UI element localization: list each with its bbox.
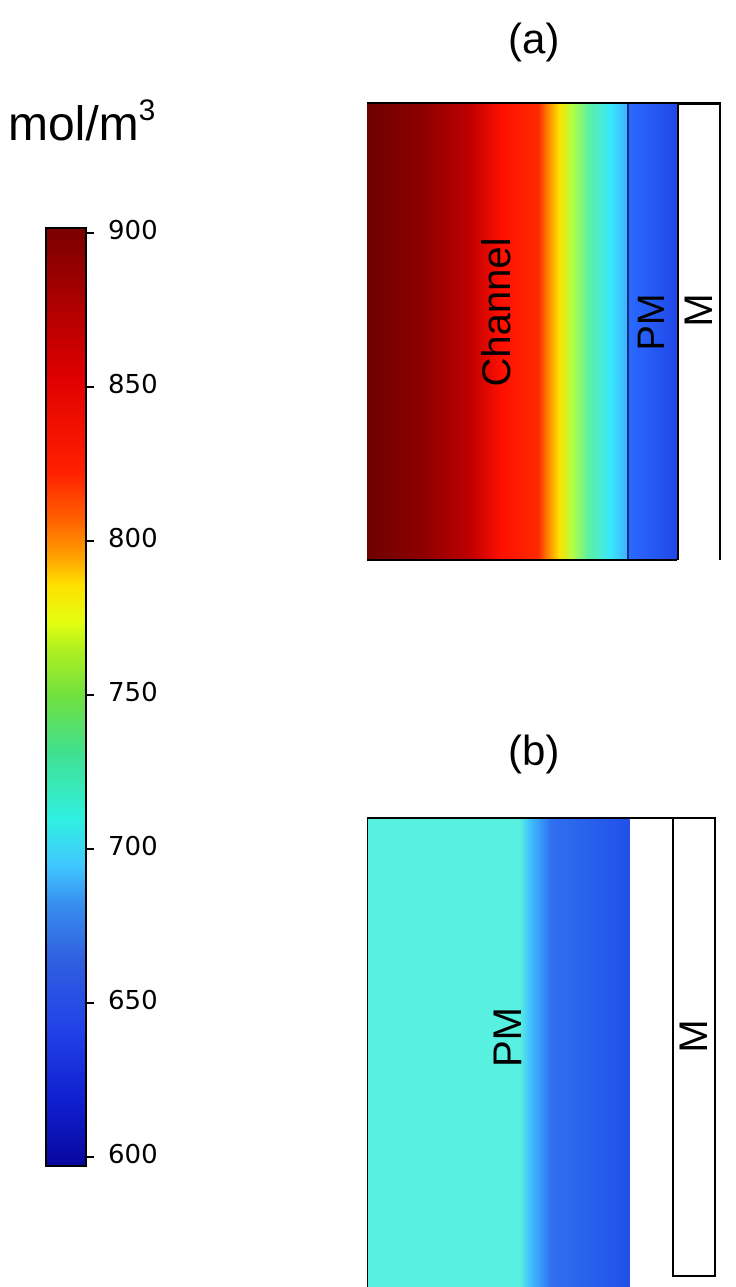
colorbar-tick xyxy=(86,694,94,696)
colorbar-tick-label: 600 xyxy=(108,1140,158,1170)
colorbar-tick xyxy=(86,386,94,388)
unit-exponent: 3 xyxy=(138,94,156,127)
colorbar-tick xyxy=(86,1156,94,1158)
colorbar-unit-label: mol/m3 xyxy=(8,96,155,149)
panel-a-bottom-border xyxy=(367,559,677,561)
panel-a-pm-label: PM xyxy=(631,293,673,351)
panel-a-m-label: M xyxy=(677,293,721,327)
panel-a-pm-region xyxy=(627,103,677,560)
colorbar-tick-label: 850 xyxy=(108,370,158,400)
panel-b-title: (b) xyxy=(508,727,560,774)
unit-base: mol/m xyxy=(8,98,139,151)
colorbar-tick xyxy=(86,540,94,542)
colorbar-tick-label: 900 xyxy=(108,216,158,246)
colorbar-tick-label: 750 xyxy=(108,678,158,708)
panel-a-title: (a) xyxy=(508,15,560,62)
colorbar-tick-label: 650 xyxy=(108,986,158,1016)
panel-b-pm-label: PM xyxy=(486,1007,530,1067)
panel-b-gap-region xyxy=(630,817,672,1287)
panel-b-m-region xyxy=(672,817,716,1277)
panel-a-top-border xyxy=(367,102,721,104)
panel-a-channel-region xyxy=(367,103,627,560)
colorbar-tick-label: 800 xyxy=(108,524,158,554)
panel-a-channel-label: Channel xyxy=(475,237,519,387)
panel-b-m-label: M xyxy=(672,1019,716,1053)
panel-a-m-region xyxy=(677,103,721,560)
colorbar xyxy=(45,227,87,1167)
panel-b-pm-region xyxy=(367,817,630,1287)
colorbar-tick xyxy=(86,232,94,234)
colorbar-tick xyxy=(86,848,94,850)
colorbar-tick-label: 700 xyxy=(108,832,158,862)
colorbar-tick xyxy=(86,1002,94,1004)
